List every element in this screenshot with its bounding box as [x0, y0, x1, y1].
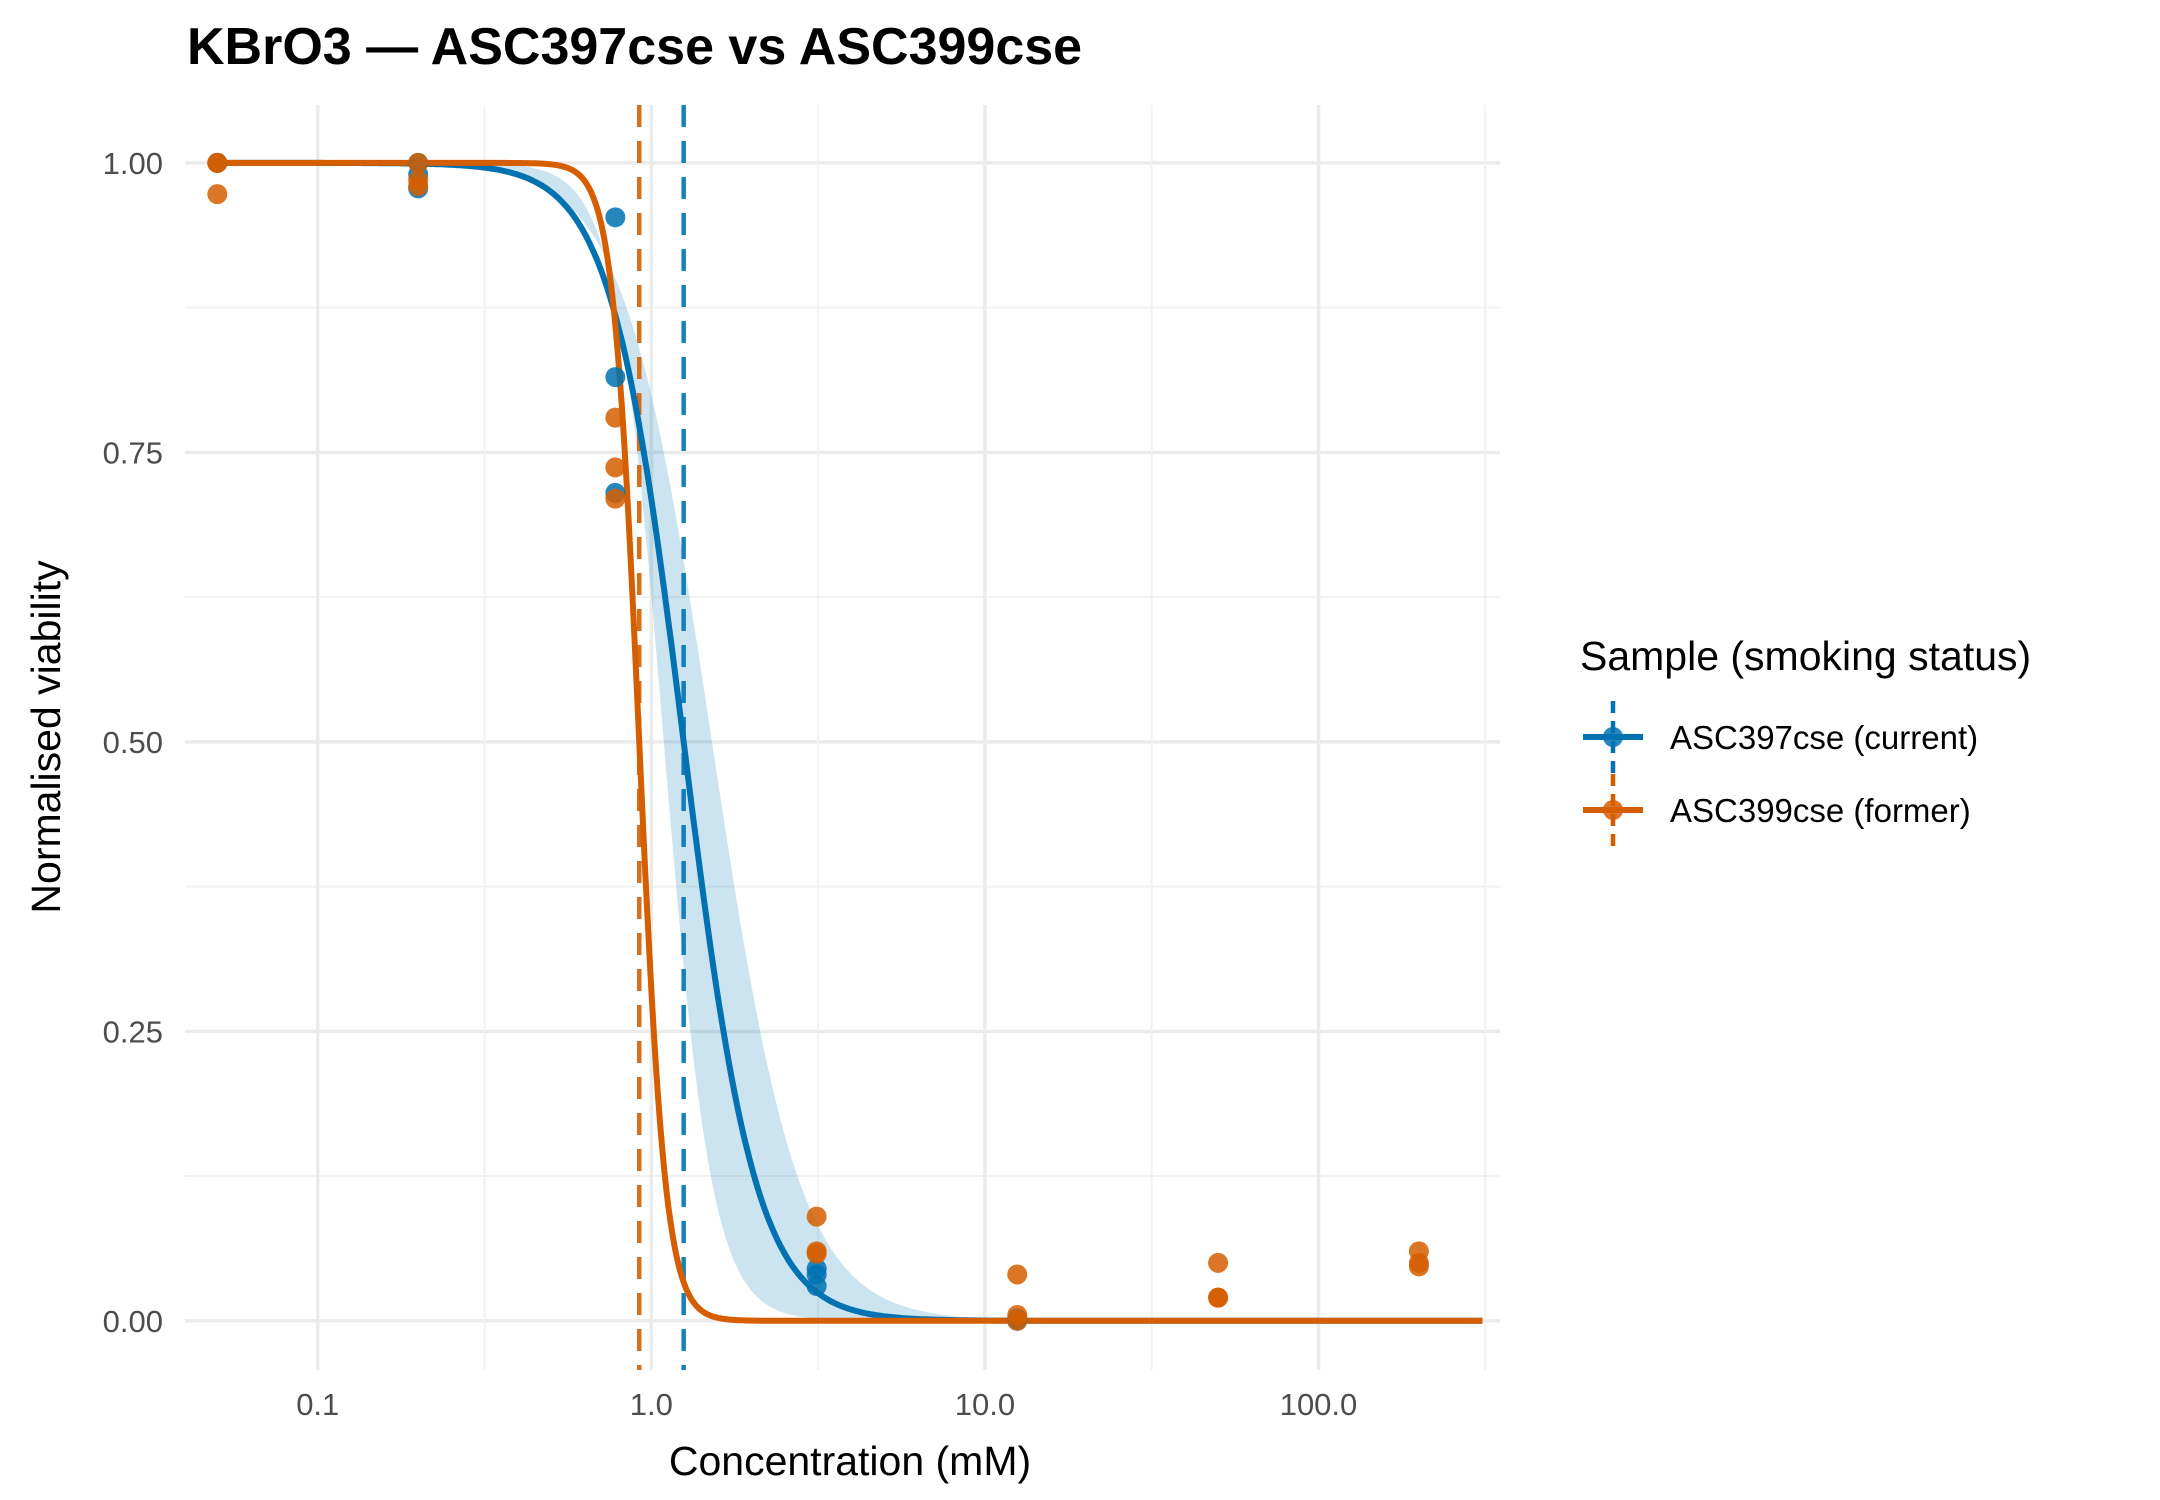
legend-key-point	[1603, 800, 1623, 820]
x-tick-label: 0.1	[296, 1387, 339, 1422]
y-tick-label: 0.50	[103, 725, 163, 760]
data-point	[1007, 1264, 1028, 1285]
data-point	[605, 407, 626, 428]
data-point	[1408, 1256, 1429, 1277]
data-point	[605, 207, 626, 228]
data-points	[207, 152, 1429, 1331]
legend: Sample (smoking status) ASC397cse (curre…	[1580, 633, 2031, 846]
data-point	[605, 488, 626, 509]
y-tick-label: 0.75	[103, 435, 163, 470]
data-point	[408, 152, 429, 173]
data-point	[1208, 1252, 1229, 1273]
data-point	[605, 367, 626, 388]
data-point	[806, 1264, 827, 1285]
legend-label: ASC399cse (former)	[1670, 792, 1971, 829]
fit-curve	[217, 159, 1483, 1324]
data-point	[408, 176, 429, 197]
legend-item: ASC397cse (current)	[1583, 701, 1978, 773]
data-point	[1007, 1310, 1028, 1331]
data-point	[605, 457, 626, 478]
legend-items: ASC397cse (current) ASC399cse (former)	[1583, 701, 1978, 846]
data-point	[806, 1206, 827, 1227]
axis-ticks: 0.1 1.0 10.0 100.0 0.00 0.25 0.50 0.75 1.00	[103, 146, 1358, 1422]
fit-curves	[217, 159, 1483, 1324]
y-axis-title: Normalised viability	[23, 560, 69, 914]
data-point	[806, 1243, 827, 1264]
y-tick-label: 0.25	[103, 1014, 163, 1049]
y-tick-label: 0.00	[103, 1304, 163, 1339]
x-axis-title: Concentration (mM)	[669, 1438, 1031, 1484]
x-tick-label: 100.0	[1280, 1387, 1358, 1422]
x-tick-label: 1.0	[630, 1387, 673, 1422]
data-point	[207, 152, 228, 173]
chart-title: KBrO3 — ASC397cse vs ASC399cse	[187, 18, 1082, 76]
legend-label: ASC397cse (current)	[1670, 719, 1978, 756]
x-tick-label: 10.0	[955, 1387, 1015, 1422]
legend-item: ASC399cse (former)	[1583, 774, 1971, 846]
data-point	[1208, 1287, 1229, 1308]
y-tick-label: 1.00	[103, 146, 163, 181]
data-point	[207, 184, 228, 205]
legend-key-point	[1603, 727, 1623, 747]
legend-title: Sample (smoking status)	[1580, 633, 2031, 679]
